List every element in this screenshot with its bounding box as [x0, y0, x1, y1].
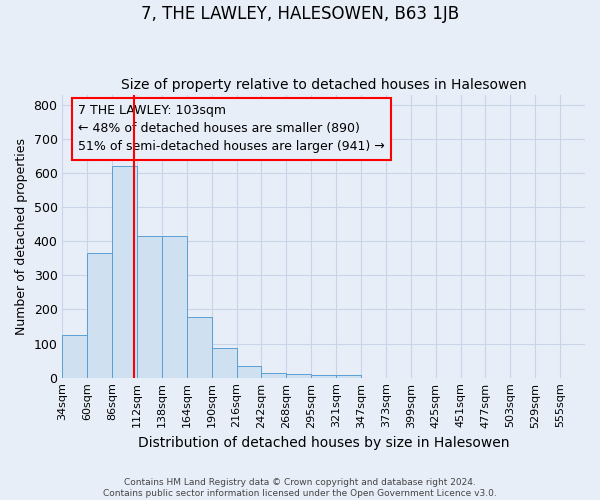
Bar — [212, 348, 236, 378]
Bar — [137, 236, 162, 378]
Text: Contains HM Land Registry data © Crown copyright and database right 2024.
Contai: Contains HM Land Registry data © Crown c… — [103, 478, 497, 498]
Bar — [262, 372, 286, 378]
Bar — [286, 374, 311, 378]
Bar — [162, 236, 187, 378]
Y-axis label: Number of detached properties: Number of detached properties — [15, 138, 28, 334]
Text: 7 THE LAWLEY: 103sqm
← 48% of detached houses are smaller (890)
51% of semi-deta: 7 THE LAWLEY: 103sqm ← 48% of detached h… — [78, 104, 385, 154]
Bar — [187, 317, 212, 378]
Bar — [236, 366, 262, 378]
Bar — [88, 253, 112, 378]
Bar — [112, 166, 137, 378]
Bar — [62, 335, 88, 378]
X-axis label: Distribution of detached houses by size in Halesowen: Distribution of detached houses by size … — [138, 436, 509, 450]
Title: Size of property relative to detached houses in Halesowen: Size of property relative to detached ho… — [121, 78, 527, 92]
Bar — [311, 375, 336, 378]
Bar — [336, 375, 361, 378]
Text: 7, THE LAWLEY, HALESOWEN, B63 1JB: 7, THE LAWLEY, HALESOWEN, B63 1JB — [141, 5, 459, 23]
